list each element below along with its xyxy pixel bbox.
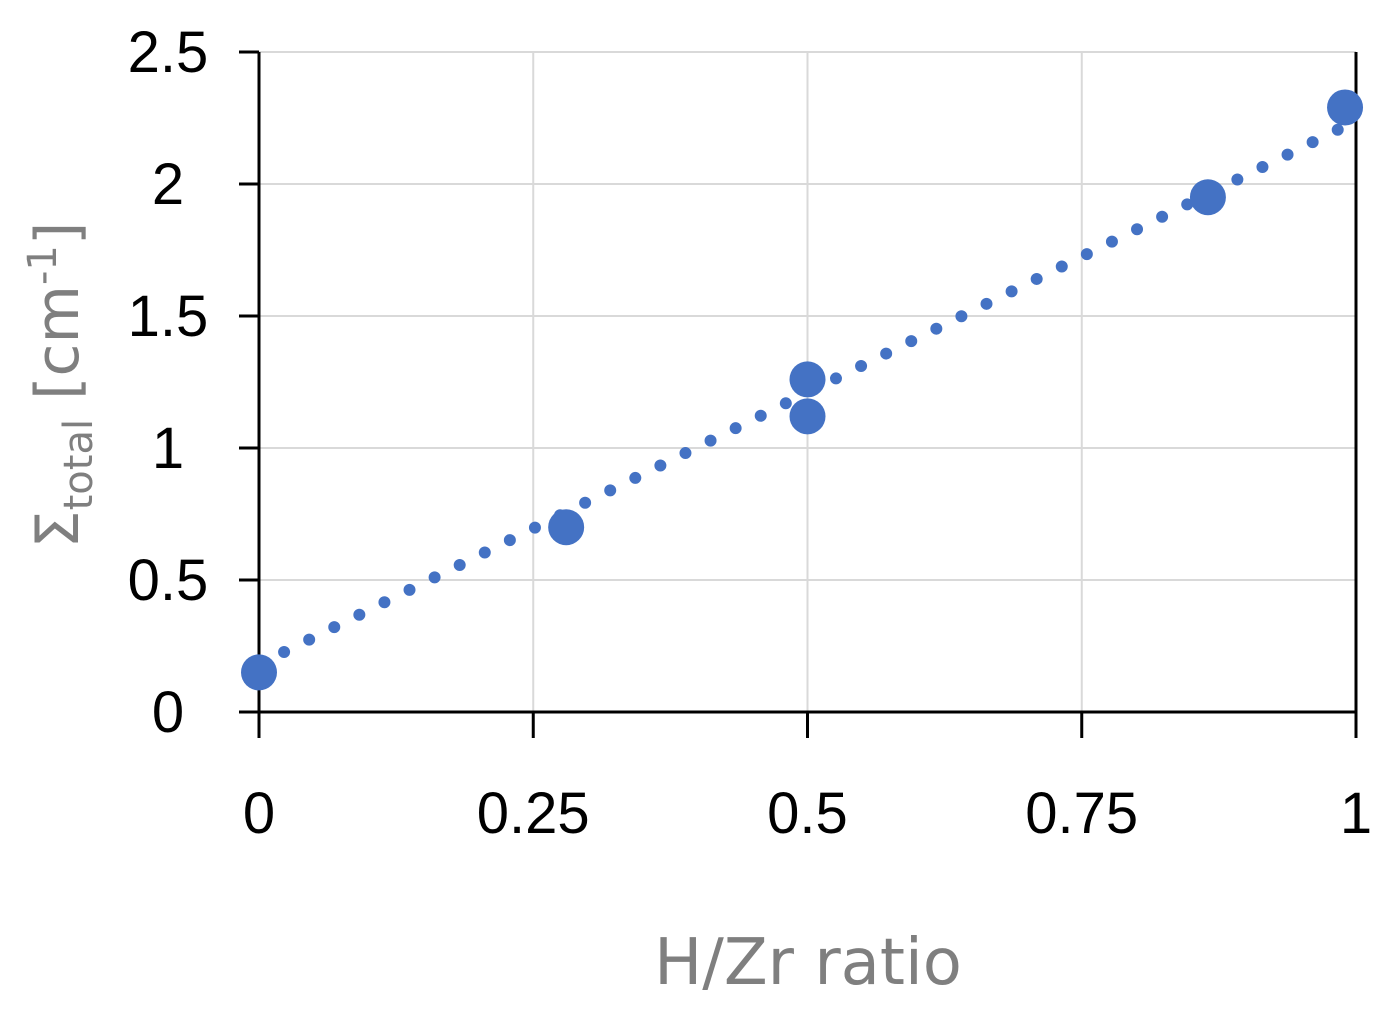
y-tick-label: 0.5 — [128, 548, 209, 613]
y-tick-label: 1 — [152, 416, 184, 481]
data-point — [548, 509, 585, 546]
y-tick-label: 1.5 — [128, 284, 209, 349]
data-point — [789, 361, 826, 398]
x-axis-title: H/Zr ratio — [654, 926, 962, 1000]
x-tick-label: 0.75 — [1025, 781, 1138, 846]
axes — [239, 50, 1358, 738]
y-tick-label: 2 — [152, 152, 184, 217]
data-points — [241, 89, 1364, 691]
y-tick-label: 2.5 — [128, 20, 209, 85]
x-tick-label: 0.5 — [767, 781, 848, 846]
y-axis-title-subscript: total — [56, 419, 102, 510]
data-point — [1189, 179, 1226, 216]
grid-lines — [259, 51, 1357, 712]
x-tick-label: 0 — [243, 781, 275, 846]
x-tick-label: 1 — [1340, 781, 1372, 846]
x-tick-labels: 0 0.25 0.5 0.75 1 — [243, 781, 1372, 846]
y-tick-labels: 0 0.5 1 1.5 2 2.5 — [128, 20, 209, 745]
y-tick-label: 0 — [152, 680, 184, 745]
y-axis-title-symbol: Σ — [23, 510, 93, 548]
data-point — [789, 398, 826, 435]
x-tick-label: 0.25 — [477, 781, 590, 846]
y-axis-title-unit-superscript: -1 — [20, 245, 66, 285]
y-axis-title-unit: [cm — [23, 285, 93, 419]
data-point — [241, 654, 277, 691]
y-axis-title-unit-close: ] — [23, 222, 93, 245]
data-point — [1327, 89, 1364, 126]
y-axis-title: Σtotal [cm-1] — [20, 222, 102, 549]
